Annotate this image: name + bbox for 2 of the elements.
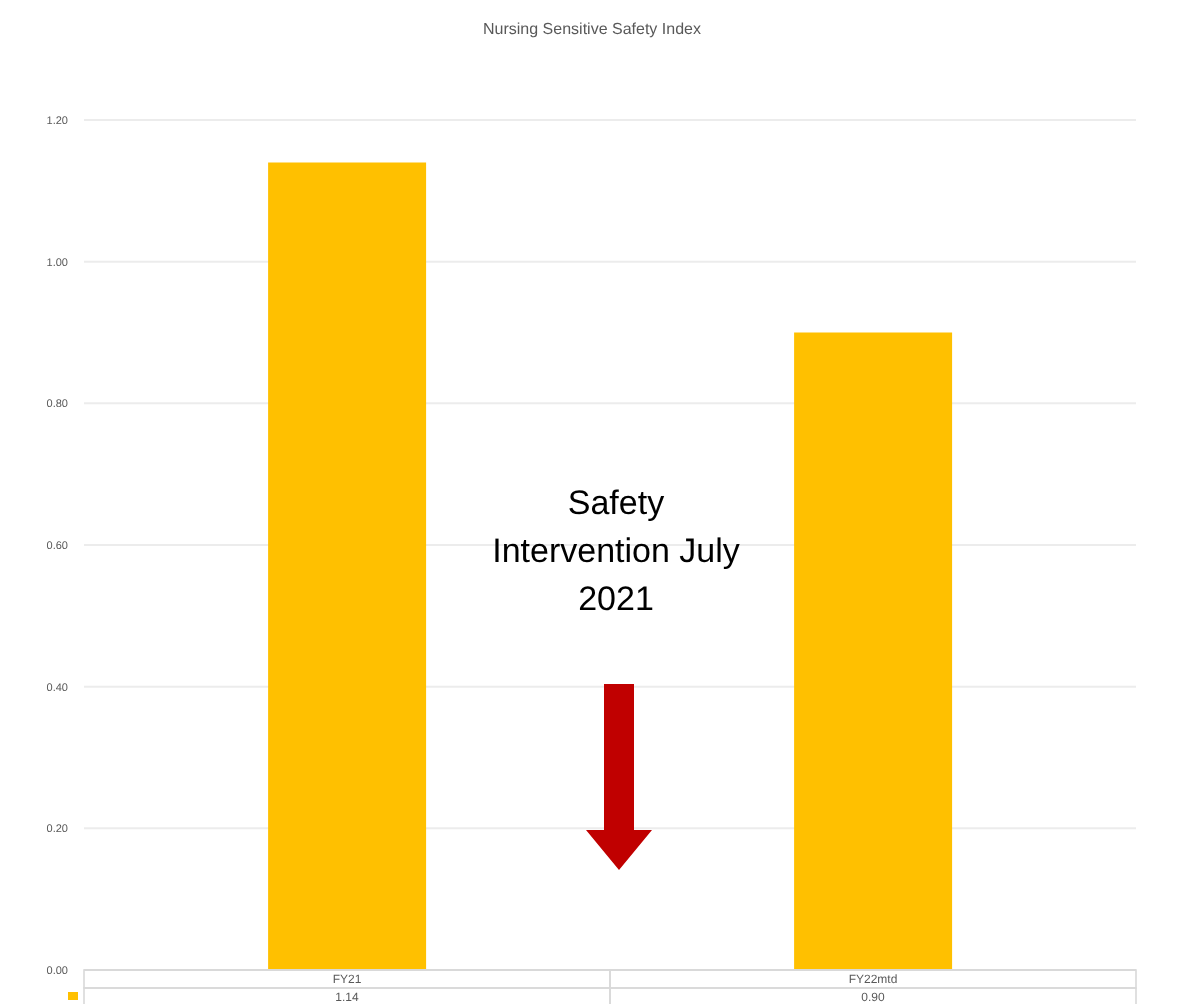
annotation: Safety Intervention July 2021 xyxy=(490,482,742,622)
chart-title: Nursing Sensitive Safety Index xyxy=(481,20,703,38)
